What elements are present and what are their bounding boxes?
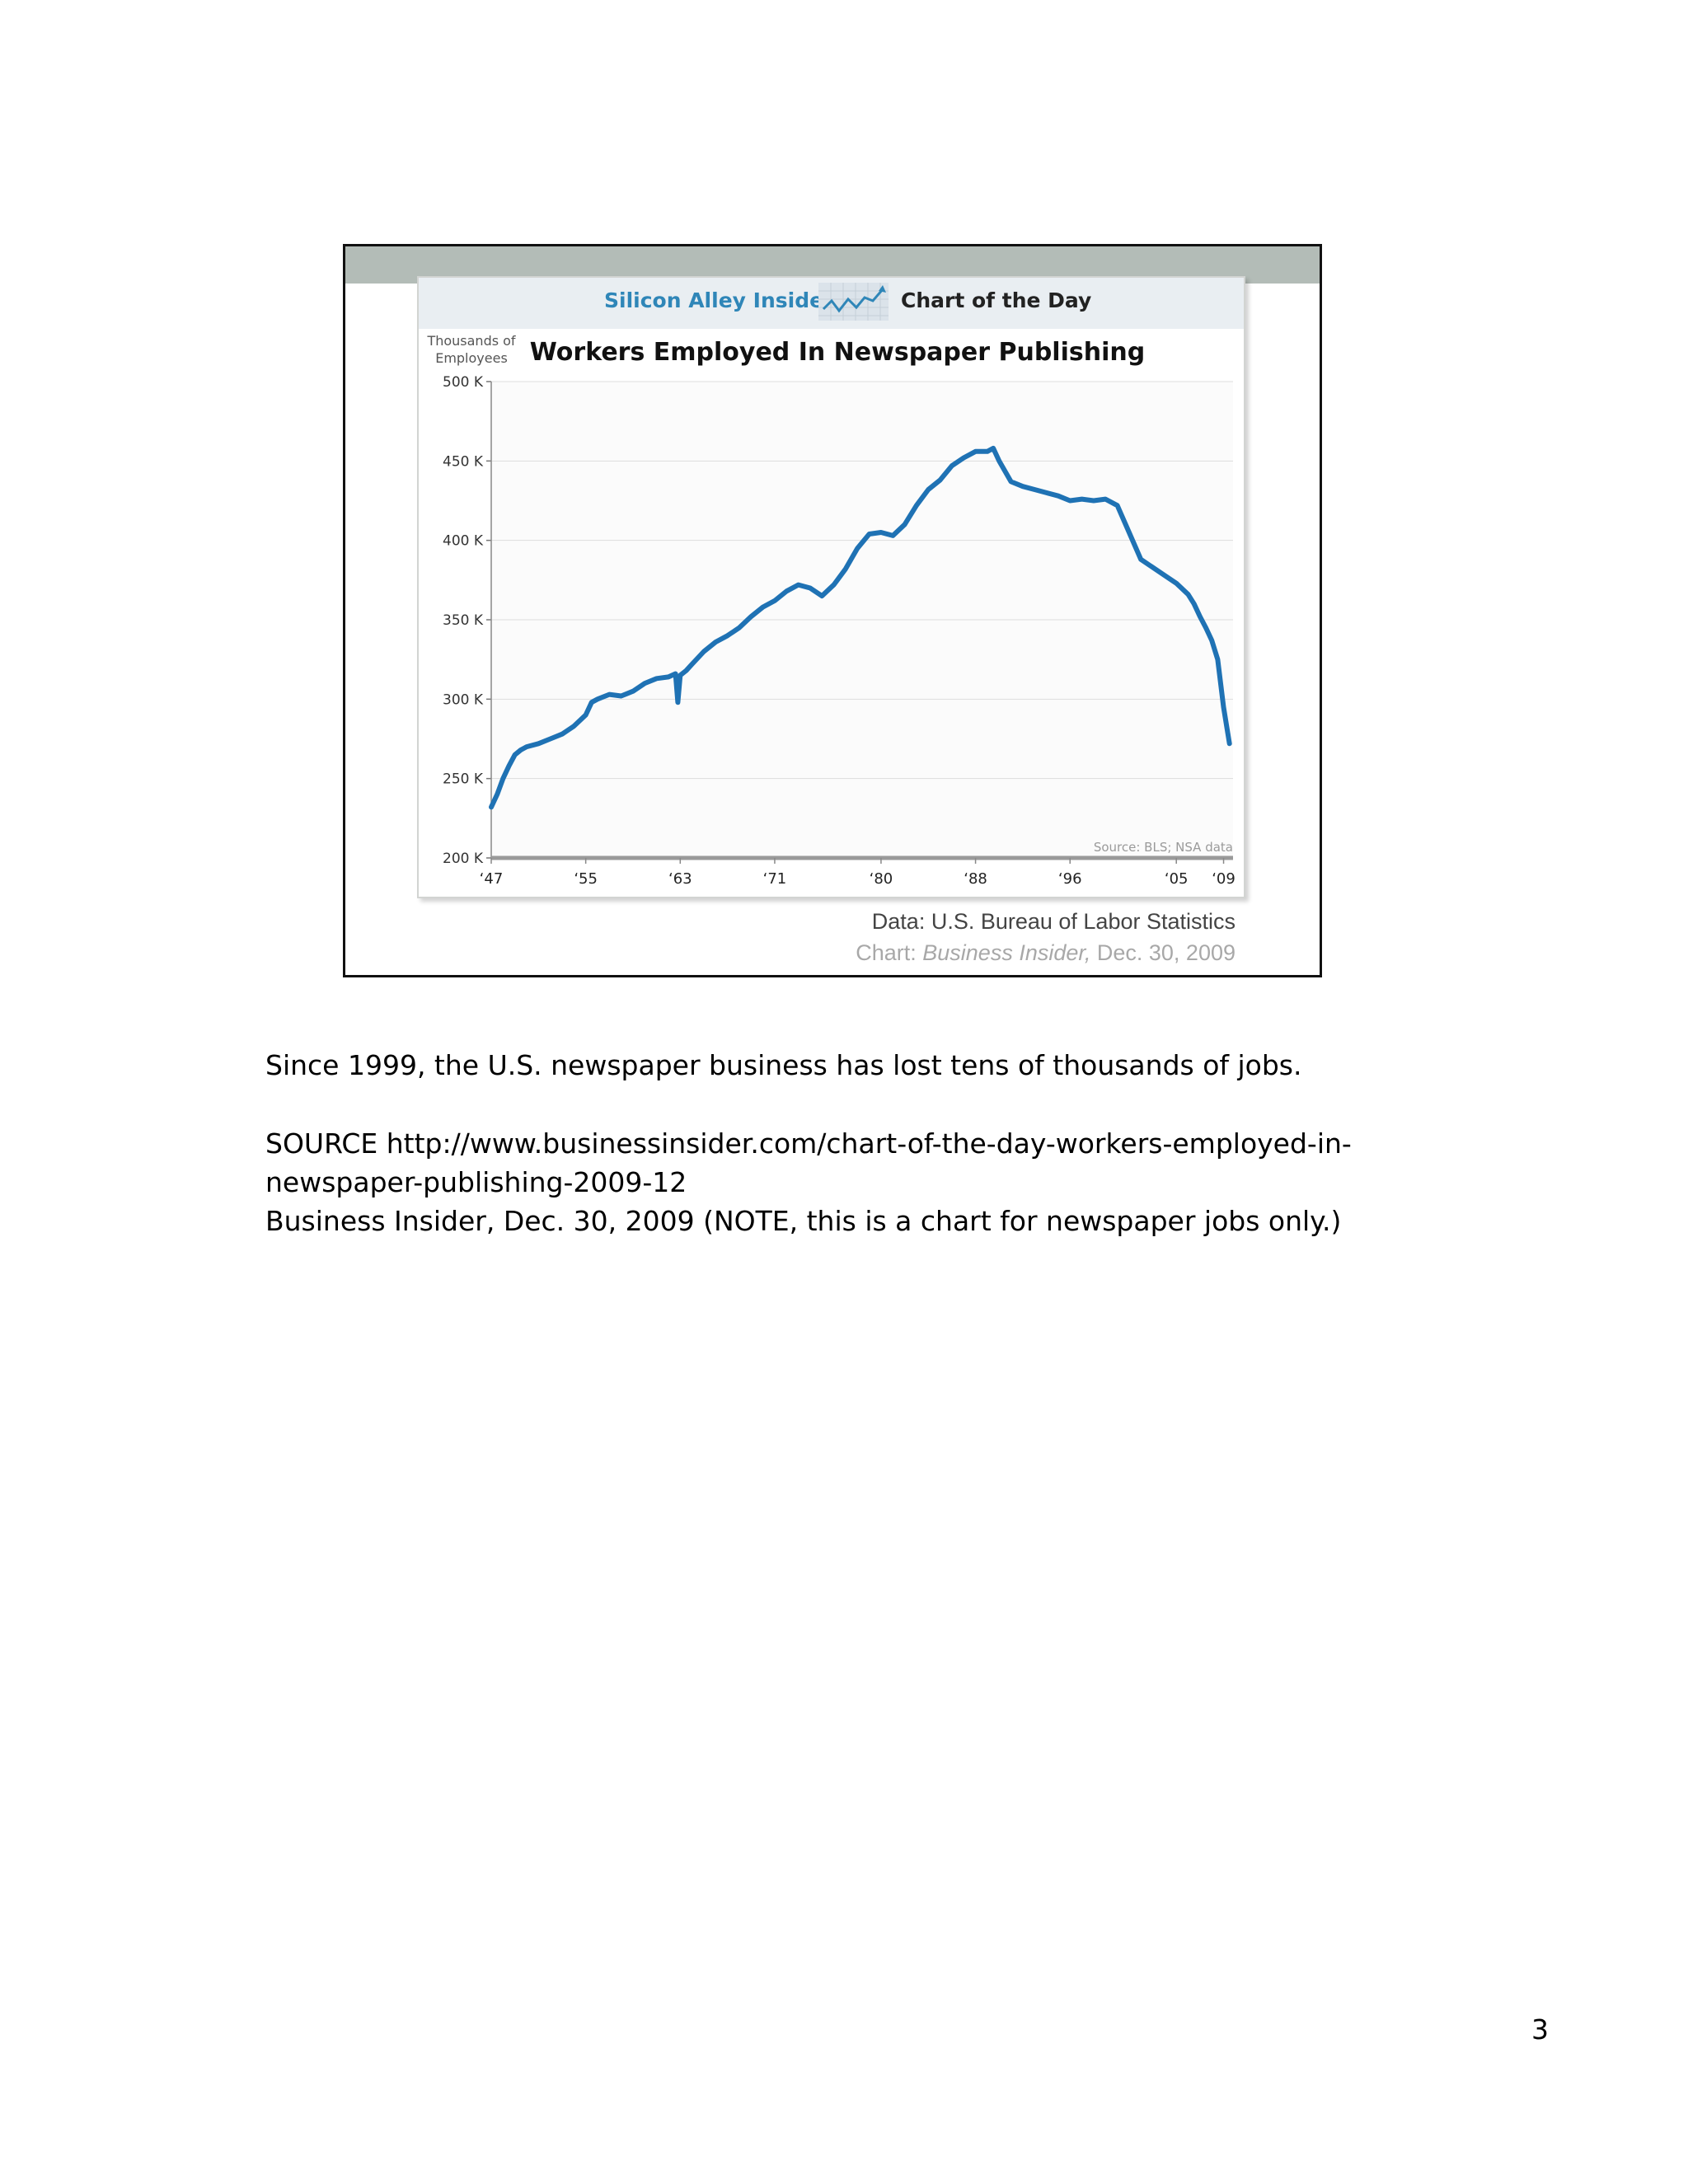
chart-credit-date: Dec. 30, 2009: [1090, 940, 1236, 965]
chart-credit: Chart: Business Insider, Dec. 30, 2009: [856, 937, 1236, 968]
x-tick-label: ‘96: [1058, 870, 1082, 888]
x-tick-label: ‘47: [480, 870, 504, 888]
y-tick-label: 450 K: [443, 453, 484, 470]
x-tick-label: ‘63: [668, 870, 692, 888]
x-tick-label: ‘88: [964, 870, 987, 888]
chart-card: Silicon Alley Insider Chart of the Day T…: [417, 276, 1245, 898]
y-tick-label: 200 K: [443, 851, 484, 867]
y-axis-label-line2: Employees: [435, 350, 508, 366]
slide-frame: Silicon Alley Insider Chart of the Day T…: [343, 244, 1322, 977]
source-line-3: Business Insider, Dec. 30, 2009 (NOTE, t…: [265, 1205, 1342, 1237]
source-note: Source: BLS; NSA data: [1094, 840, 1233, 855]
trend-line-chart-icon: [818, 283, 889, 321]
line-chart: Thousands of Employees Workers Employed …: [426, 333, 1236, 888]
y-tick-label: 250 K: [443, 771, 484, 788]
x-tick-label: ‘80: [870, 870, 893, 888]
chart-banner: Silicon Alley Insider Chart of the Day: [419, 278, 1244, 329]
brand-name: Silicon Alley Insider: [604, 288, 834, 312]
x-tick-label: ‘05: [1165, 870, 1189, 888]
y-axis-label-line1: Thousands of: [426, 333, 515, 349]
x-tick-label: ‘71: [763, 870, 787, 888]
source-line-2: newspaper-publishing-2009-12: [265, 1166, 687, 1198]
y-tick-label: 300 K: [443, 691, 484, 708]
x-tick-label: ‘09: [1212, 870, 1236, 888]
source-line-1: SOURCE http://www.businessinsider.com/ch…: [265, 1127, 1352, 1160]
chart-credit-publication: Business Insider,: [922, 940, 1091, 965]
chart-credits: Data: U.S. Bureau of Labor Statistics Ch…: [856, 906, 1236, 968]
y-tick-label: 350 K: [443, 612, 484, 629]
summary-text: Since 1999, the U.S. newspaper business …: [265, 1049, 1302, 1081]
y-tick-label: 400 K: [443, 533, 484, 550]
x-tick-label: ‘55: [574, 870, 598, 888]
data-credit: Data: U.S. Bureau of Labor Statistics: [871, 909, 1236, 934]
series-line: [489, 445, 1232, 810]
chart-title: Workers Employed In Newspaper Publishing: [530, 338, 1145, 367]
y-tick-label: 500 K: [443, 374, 484, 391]
chart-credit-prefix: Chart:: [856, 940, 923, 965]
chart-of-the-day-label: Chart of the Day: [901, 288, 1092, 312]
page-number: 3: [1531, 2013, 1549, 2046]
